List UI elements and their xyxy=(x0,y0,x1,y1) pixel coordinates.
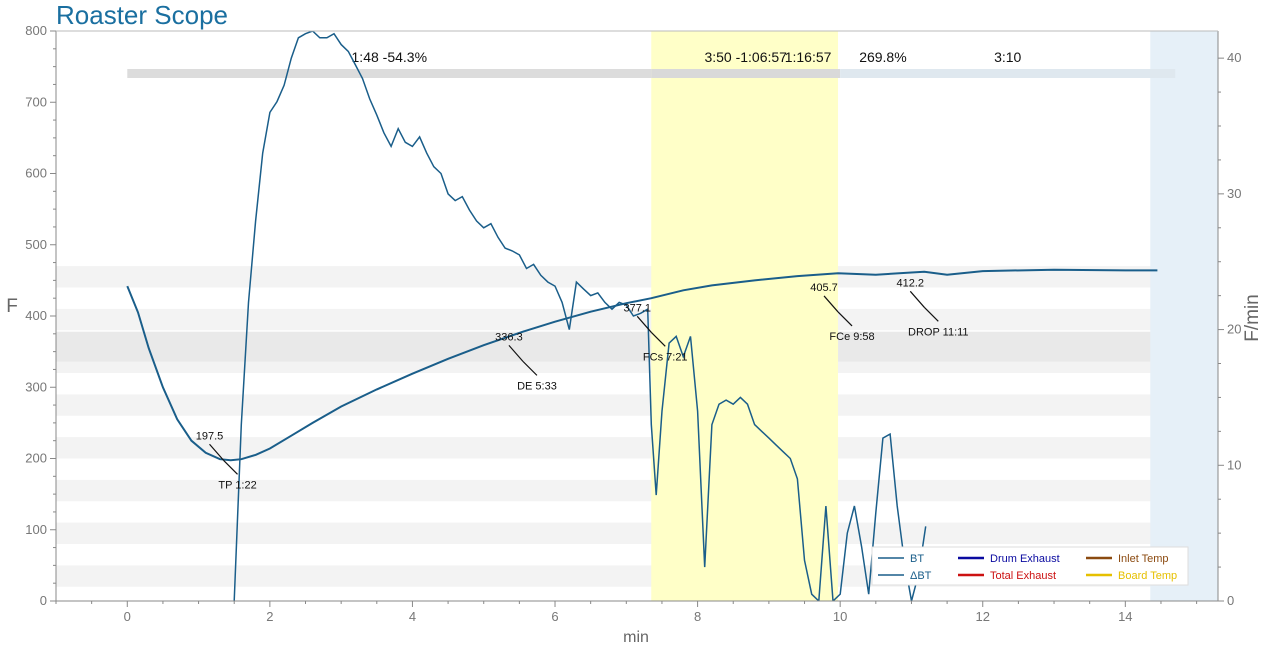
phase-segment xyxy=(651,69,841,78)
series-layer xyxy=(126,31,1158,601)
y2-tick-label: 40 xyxy=(1227,50,1241,65)
y-tick-label: 800 xyxy=(25,23,47,38)
y-axis-label: F xyxy=(6,296,18,317)
annotation-value: 377.1 xyxy=(623,302,651,314)
y-tick-label: 700 xyxy=(25,94,47,109)
x-tick-label: 2 xyxy=(266,609,273,624)
background-band xyxy=(56,394,1218,416)
y-tick-label: 300 xyxy=(25,379,47,394)
y-tick-label: 600 xyxy=(25,166,47,181)
x-tick-label: 10 xyxy=(833,609,847,624)
y-tick-label: 500 xyxy=(25,237,47,252)
highlight-region xyxy=(651,31,839,601)
delta-bt-line xyxy=(233,31,927,601)
y2-tick-label: 30 xyxy=(1227,186,1241,201)
annotation-leader xyxy=(909,290,925,308)
legend-label: BT xyxy=(910,553,924,565)
annotation-value: 405.7 xyxy=(810,282,838,294)
annotation-leader xyxy=(837,311,853,327)
chart-legend: BT Drum Exhaust Inlet Temp ΔBT Total Exhaust… xyxy=(871,546,1189,586)
y2-tick-label: 20 xyxy=(1227,322,1241,337)
y-tick-label: 200 xyxy=(25,451,47,466)
annotations-layer: 197.5 TP 1:22 336.3 DE 5:33 377.1 FCs 7:21 405… xyxy=(196,277,969,491)
background-band xyxy=(56,308,1218,331)
annotation-leader xyxy=(823,295,839,313)
background-band xyxy=(56,522,1218,544)
legend-label: Board Temp xyxy=(1118,570,1177,582)
annotation-event: FCs 7:21 xyxy=(643,351,688,363)
legend-label: Inlet Temp xyxy=(1118,553,1169,565)
chart-title: Roaster Scope xyxy=(56,0,228,30)
y2-tick-label: 0 xyxy=(1227,593,1234,608)
background-band xyxy=(56,479,1218,502)
annotation-leader xyxy=(223,459,238,475)
highlight-region xyxy=(1150,31,1218,601)
annotation-leader xyxy=(650,331,666,347)
y2-tick-label: 10 xyxy=(1227,457,1241,472)
phase-label: 3:10 xyxy=(994,49,1021,65)
phase-segment xyxy=(127,69,652,78)
development-band xyxy=(56,331,1218,362)
annotation-value: 412.2 xyxy=(897,277,925,289)
phase-overlay-label: 1:16:57 xyxy=(785,49,832,65)
annotation-value: 336.3 xyxy=(495,331,523,343)
annotation-leader xyxy=(508,344,524,362)
phase-segment xyxy=(840,69,1176,78)
annotation-event: DROP 11:11 xyxy=(908,326,969,338)
legend-label: ΔBT xyxy=(910,570,932,582)
annotation-event: FCe 9:58 xyxy=(829,331,874,343)
background-band xyxy=(56,437,1218,459)
legend-label: Drum Exhaust xyxy=(990,553,1060,565)
y-tick-label: 100 xyxy=(25,522,47,537)
phase-label: 3:50 -1:06:57 xyxy=(704,49,787,65)
annotation-leader xyxy=(636,315,652,333)
highlight-regions xyxy=(651,31,1218,601)
annotation-event: TP 1:22 xyxy=(218,479,256,491)
annotation-leader xyxy=(209,443,224,461)
axes-layer: 0 2 4 6 8 10 12 14 0 100 200 300 400 500 600 700 800 0 10 2… xyxy=(25,23,1241,624)
y2-axis-label: F/min xyxy=(1242,294,1263,342)
x-tick-label: 0 xyxy=(124,609,131,624)
phase-overlay-label: 269.8% xyxy=(859,49,906,65)
phase-bar: 1:48 -54.3% 3:50 -1:06:57 3:10 1:16:57 269.8… xyxy=(127,49,1176,78)
legend-label: Total Exhaust xyxy=(990,570,1056,582)
x-tick-label: 6 xyxy=(551,609,558,624)
phase-label: 1:48 -54.3% xyxy=(352,49,428,65)
x-tick-label: 12 xyxy=(976,609,990,624)
annotation-leader xyxy=(522,360,538,376)
y-tick-label: 0 xyxy=(40,593,47,608)
x-tick-label: 4 xyxy=(409,609,416,624)
legend-box xyxy=(871,546,1189,586)
annotation-value: 197.5 xyxy=(196,430,224,442)
bt-line xyxy=(126,268,1158,462)
annotation-leader xyxy=(923,306,939,322)
x-tick-label: 8 xyxy=(694,609,701,624)
x-axis-label: min xyxy=(623,629,649,646)
y-tick-label: 400 xyxy=(25,308,47,323)
x-tick-label: 14 xyxy=(1118,609,1132,624)
annotation-event: DE 5:33 xyxy=(517,380,557,392)
